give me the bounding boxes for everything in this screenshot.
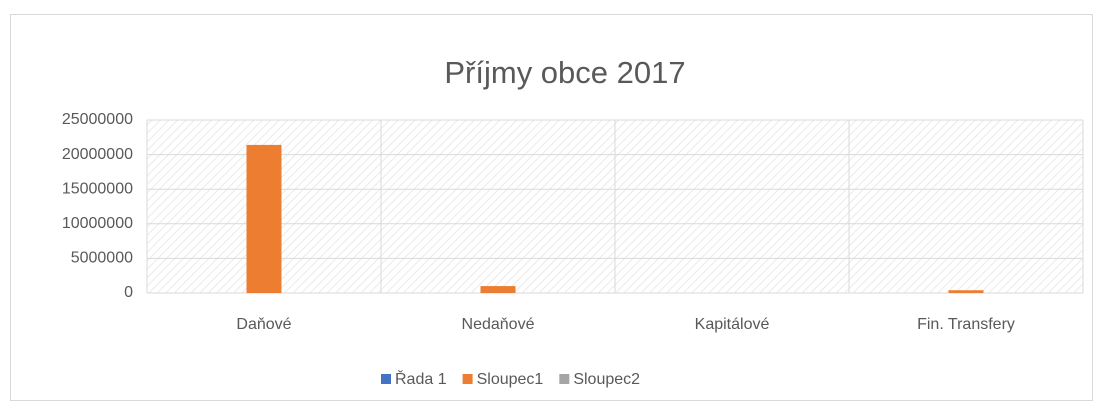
legend-swatch (559, 374, 570, 384)
bar (948, 290, 984, 293)
bar (480, 286, 516, 293)
bar (246, 144, 282, 293)
legend-swatch (381, 374, 391, 384)
y-tick-label: 10000000 (62, 215, 133, 232)
legend-swatch (462, 374, 473, 384)
legend-label: Sloupec1 (477, 371, 544, 388)
y-tick-label: 5000000 (71, 250, 133, 267)
x-tick-label: Nedaňové (462, 316, 535, 333)
legend-label: Řada 1 (395, 369, 447, 388)
legend-label: Sloupec2 (573, 371, 640, 388)
y-tick-label: 0 (124, 284, 133, 301)
y-tick-label: 15000000 (62, 180, 133, 197)
legend: Řada 1 Sloupec1 Sloupec2 (381, 369, 640, 388)
x-tick-label: Daňové (236, 316, 291, 333)
y-tick-label: 20000000 (62, 146, 133, 163)
x-tick-label: Fin. Transfery (917, 316, 1015, 333)
x-tick-label: Kapitálové (695, 316, 770, 333)
y-tick-label: 25000000 (62, 111, 133, 128)
chart-title: Příjmy obce 2017 (444, 55, 685, 90)
